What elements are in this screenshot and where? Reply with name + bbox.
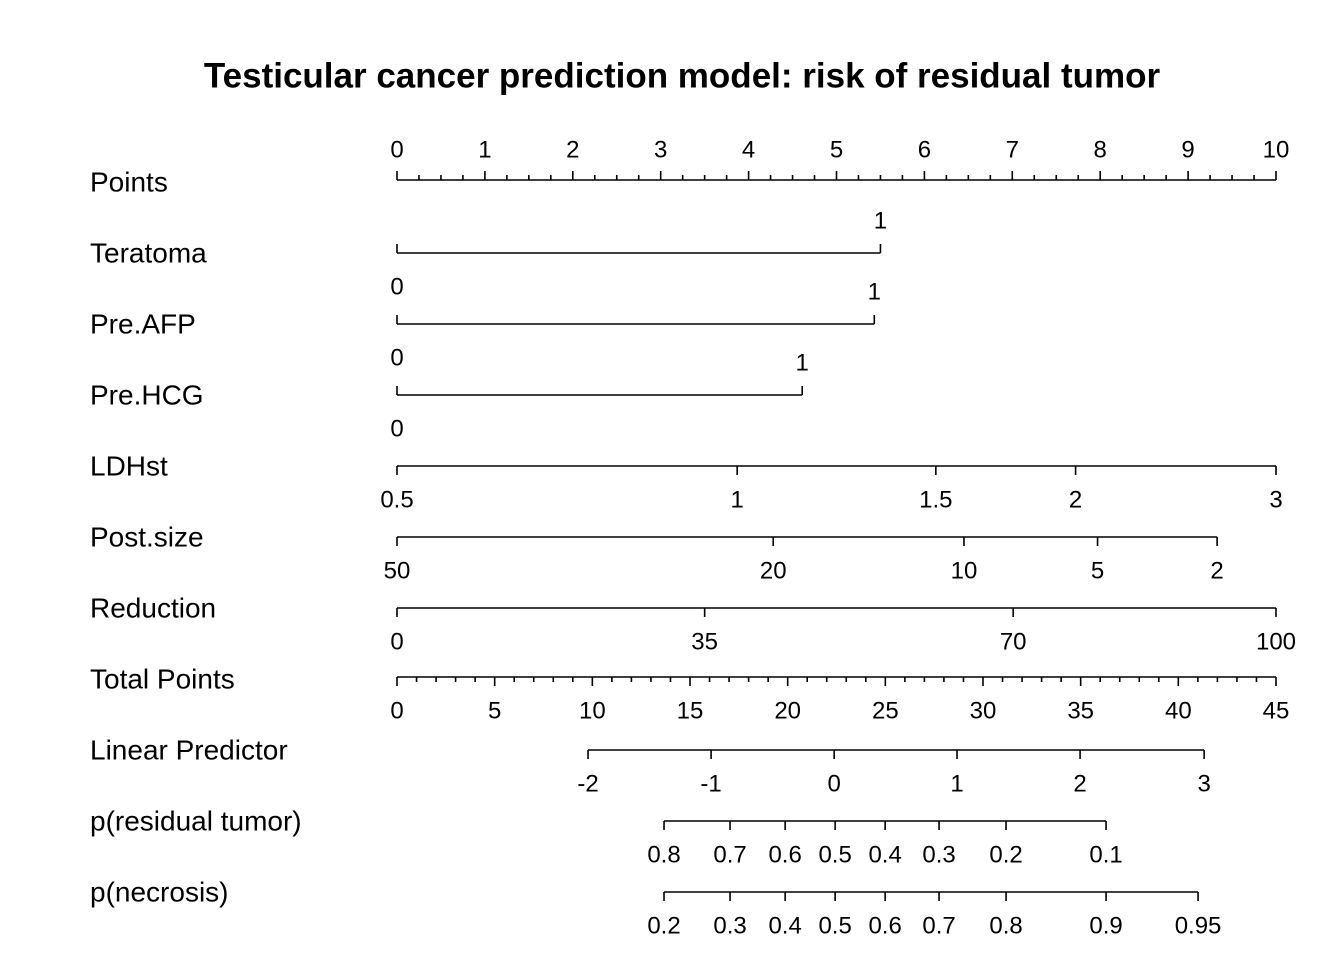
tick-label: 0 — [390, 628, 403, 655]
tick-label: 10 — [579, 697, 606, 724]
tick-label: 3 — [1197, 770, 1210, 797]
tick-label: 0.9 — [1089, 912, 1122, 939]
row-label: Pre.AFP — [90, 308, 196, 339]
row-label: p(residual tumor) — [90, 805, 302, 836]
tick-label: 1 — [730, 486, 743, 513]
row-label: LDHst — [90, 450, 168, 481]
tick-label: 0 — [827, 770, 840, 797]
tick-label: 0 — [390, 415, 403, 442]
tick-label: 0.7 — [713, 841, 746, 868]
tick-label: 8 — [1094, 136, 1107, 163]
tick-label: 0.2 — [989, 841, 1022, 868]
tick-label: 0 — [390, 273, 403, 300]
tick-label: 1 — [868, 278, 881, 305]
tick-label: 0.1 — [1089, 841, 1122, 868]
tick-label: 100 — [1256, 628, 1296, 655]
tick-label: 0.6 — [768, 841, 801, 868]
tick-label: 2 — [1210, 557, 1223, 584]
tick-label: 9 — [1181, 136, 1194, 163]
tick-label: 40 — [1165, 697, 1192, 724]
tick-label: 10 — [951, 557, 978, 584]
tick-label: 1 — [478, 136, 491, 163]
tick-label: 70 — [1000, 628, 1027, 655]
tick-label: 0.3 — [713, 912, 746, 939]
tick-label: 20 — [774, 697, 801, 724]
tick-label: 35 — [1067, 697, 1094, 724]
tick-label: 20 — [760, 557, 787, 584]
tick-label: 10 — [1263, 136, 1290, 163]
tick-label: 0 — [390, 344, 403, 371]
tick-label: 0.2 — [647, 912, 680, 939]
tick-label: 0.95 — [1175, 912, 1222, 939]
tick-label: 0.8 — [989, 912, 1022, 939]
tick-label: 0.7 — [922, 912, 955, 939]
tick-label: 35 — [691, 628, 718, 655]
tick-label: 5 — [830, 136, 843, 163]
tick-label: 4 — [742, 136, 755, 163]
tick-label: -1 — [700, 770, 721, 797]
tick-label: 2 — [1069, 486, 1082, 513]
tick-label: 2 — [566, 136, 579, 163]
tick-label: 45 — [1263, 697, 1290, 724]
tick-label: 5 — [1091, 557, 1104, 584]
row-label: Points — [90, 166, 168, 197]
row-label: Post.size — [90, 521, 204, 552]
tick-label: 0.5 — [818, 912, 851, 939]
tick-label: 1 — [874, 207, 887, 234]
tick-label: 0.8 — [647, 841, 680, 868]
tick-label: 0.5 — [818, 841, 851, 868]
tick-label: 1 — [796, 349, 809, 376]
row-label: Pre.HCG — [90, 379, 204, 410]
tick-label: 0.4 — [868, 841, 901, 868]
tick-label: 50 — [384, 557, 411, 584]
tick-label: 30 — [970, 697, 997, 724]
tick-label: 0 — [390, 697, 403, 724]
tick-label: -2 — [577, 770, 598, 797]
row-label: p(necrosis) — [90, 876, 228, 907]
tick-label: 1.5 — [919, 486, 952, 513]
chart-title: Testicular cancer prediction model: risk… — [204, 56, 1161, 95]
tick-label: 1 — [950, 770, 963, 797]
tick-label: 25 — [872, 697, 899, 724]
tick-label: 0.6 — [868, 912, 901, 939]
tick-label: 0.4 — [768, 912, 801, 939]
row-label: Teratoma — [90, 237, 207, 268]
tick-label: 3 — [654, 136, 667, 163]
tick-label: 5 — [488, 697, 501, 724]
row-label: Linear Predictor — [90, 734, 288, 765]
tick-label: 15 — [677, 697, 704, 724]
tick-label: 2 — [1073, 770, 1086, 797]
tick-label: 0.3 — [922, 841, 955, 868]
row-label: Reduction — [90, 592, 216, 623]
tick-label: 3 — [1269, 486, 1282, 513]
row-label: Total Points — [90, 663, 235, 694]
tick-label: 7 — [1006, 136, 1019, 163]
tick-label: 6 — [918, 136, 931, 163]
tick-label: 0.5 — [380, 486, 413, 513]
tick-label: 0 — [390, 136, 403, 163]
